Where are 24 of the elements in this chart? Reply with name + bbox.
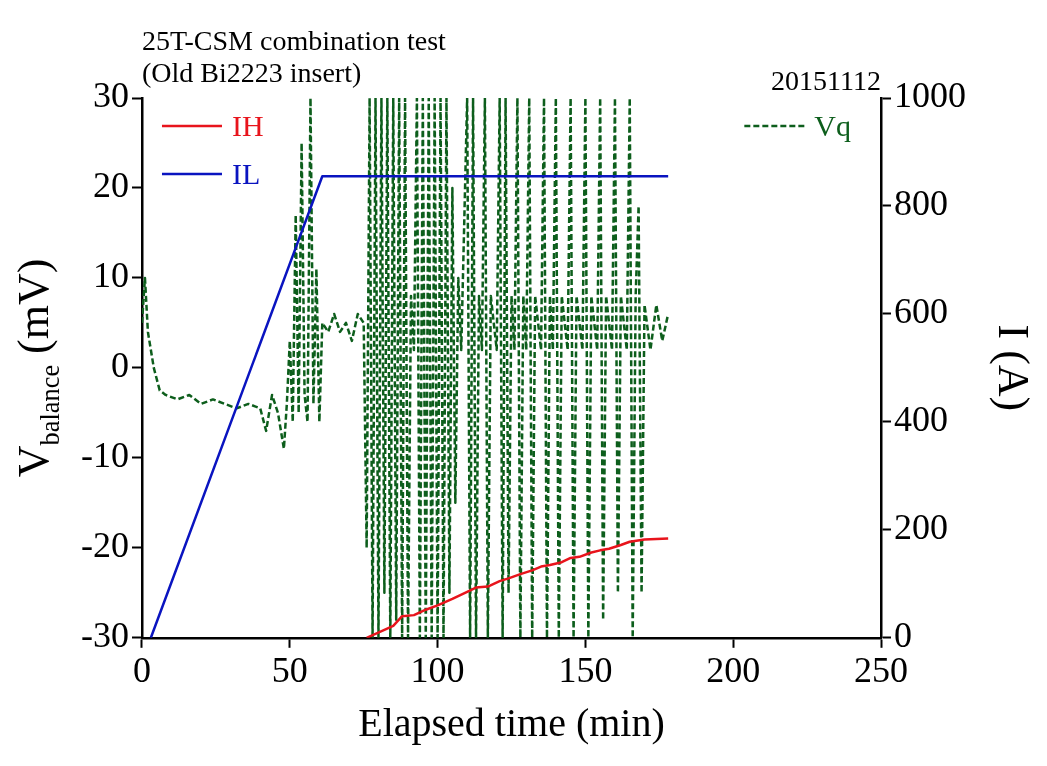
- y-axis-title: Vbalance (mV): [9, 258, 65, 478]
- y-tick-label: -30: [80, 615, 129, 656]
- y-tick-label: 30: [92, 75, 129, 116]
- y2-tick-label: 1000: [894, 75, 966, 116]
- y2-tick-label: 400: [894, 399, 948, 440]
- y2-tick-label: 200: [894, 507, 948, 548]
- legend-label: IL: [231, 157, 261, 190]
- y-tick-label: -10: [80, 435, 129, 476]
- legend-label: IH: [231, 109, 264, 142]
- y-tick-label: 20: [92, 165, 129, 206]
- y2-tick-label: 600: [894, 291, 948, 332]
- x-tick-label: 150: [558, 649, 613, 690]
- x-axis-title: Elapsed time (min): [358, 699, 665, 745]
- y-tick-label: -20: [80, 525, 129, 566]
- x-tick-label: 50: [271, 649, 308, 690]
- x-tick-label: 200: [706, 649, 761, 690]
- y-tick-label: 0: [110, 345, 129, 386]
- chart-title: 25T-CSM combination test (Old Bi2223 insert): [141, 25, 447, 88]
- text: 20151112: [771, 65, 881, 96]
- y2-tick-label: 800: [894, 183, 948, 224]
- y2-axis-title: I (A): [989, 324, 1038, 412]
- x-tick-label: 100: [410, 649, 465, 690]
- y-tick-label: 10: [92, 255, 129, 296]
- legend-label: Vq: [814, 109, 852, 142]
